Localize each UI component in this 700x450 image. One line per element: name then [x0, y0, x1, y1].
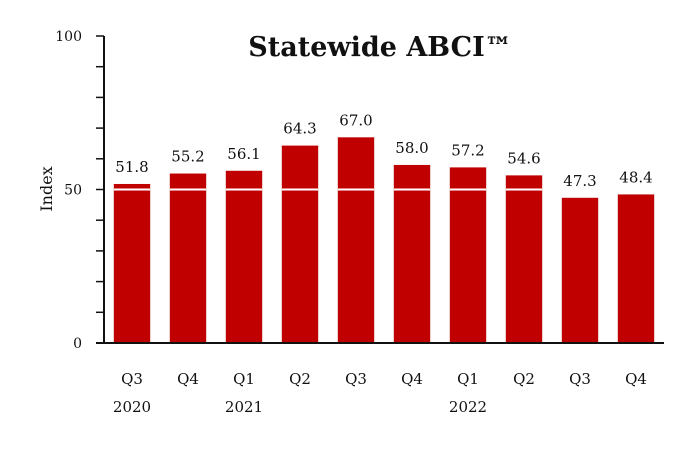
year-label: 2021 — [225, 398, 263, 416]
year-label: 2022 — [449, 398, 487, 416]
axes — [96, 36, 664, 344]
chart-title: Statewide ABCI™ — [248, 32, 511, 63]
tick-marks — [96, 35, 104, 344]
data-label: 64.3 — [283, 120, 316, 138]
x-tick-label: Q3 — [121, 370, 143, 388]
bars — [113, 137, 655, 343]
x-tick-label: Q2 — [513, 370, 535, 388]
x-tick-label: Q4 — [401, 370, 423, 388]
bar — [617, 194, 655, 343]
bar — [449, 167, 487, 343]
bar — [561, 197, 599, 343]
data-label: 51.8 — [115, 158, 148, 176]
data-label: 57.2 — [451, 141, 484, 159]
bar — [337, 137, 375, 343]
data-label: 67.0 — [339, 111, 372, 129]
bar — [225, 170, 263, 343]
y-axis-label: Index — [37, 166, 56, 211]
x-tick-label: Q1 — [457, 370, 479, 388]
x-tick-label: Q3 — [569, 370, 591, 388]
data-label: 48.4 — [619, 168, 652, 186]
data-label: 55.2 — [171, 148, 204, 166]
y-tick-label: 0 — [73, 336, 82, 352]
bar — [281, 145, 319, 343]
x-tick-label: Q4 — [625, 370, 647, 388]
x-tick-label: Q2 — [289, 370, 311, 388]
labels: 0 50 100 51.8 55.2 56.1 64.3 67.0 58.0 57.2 54.6 47… — [55, 29, 652, 416]
y-tick-label: 50 — [64, 183, 82, 199]
data-label: 58.0 — [395, 139, 428, 157]
bar — [113, 183, 151, 343]
y-tick-label: 100 — [55, 29, 82, 45]
x-tick-label: Q3 — [345, 370, 367, 388]
bar — [393, 164, 431, 343]
x-tick-label: Q4 — [177, 370, 199, 388]
year-label: 2020 — [113, 398, 151, 416]
data-label: 47.3 — [563, 172, 596, 190]
data-label: 54.6 — [507, 149, 540, 167]
data-label: 56.1 — [227, 145, 260, 163]
x-tick-label: Q1 — [233, 370, 255, 388]
bar — [505, 175, 543, 343]
bar — [169, 173, 207, 343]
